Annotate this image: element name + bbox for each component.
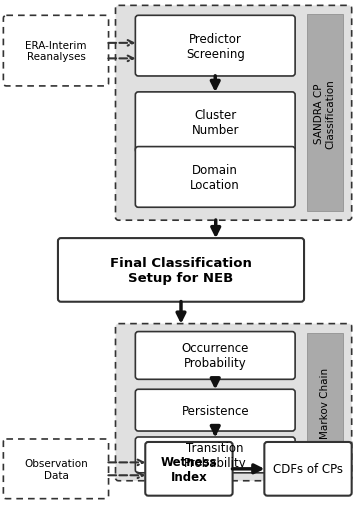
FancyBboxPatch shape: [135, 93, 295, 153]
Text: Final Classification
Setup for NEB: Final Classification Setup for NEB: [110, 257, 252, 285]
Text: Domain
Location: Domain Location: [190, 163, 240, 191]
FancyBboxPatch shape: [58, 239, 304, 302]
Bar: [307, 15, 343, 212]
FancyBboxPatch shape: [135, 389, 295, 431]
Text: Predictor
Screening: Predictor Screening: [186, 33, 245, 61]
FancyBboxPatch shape: [116, 6, 352, 221]
FancyBboxPatch shape: [116, 324, 352, 481]
FancyBboxPatch shape: [135, 437, 295, 473]
FancyBboxPatch shape: [3, 16, 109, 87]
FancyBboxPatch shape: [135, 16, 295, 77]
Text: Observation
Data: Observation Data: [24, 458, 88, 479]
FancyBboxPatch shape: [135, 147, 295, 208]
FancyBboxPatch shape: [3, 439, 109, 499]
Text: Occurrence
Probability: Occurrence Probability: [182, 342, 249, 370]
Bar: [307, 333, 343, 472]
FancyBboxPatch shape: [135, 332, 295, 380]
Text: Markov Chain: Markov Chain: [320, 367, 330, 438]
FancyBboxPatch shape: [264, 442, 352, 496]
Text: SANDRA CP
Classification: SANDRA CP Classification: [314, 79, 336, 148]
Text: Wetness
Index: Wetness Index: [161, 455, 217, 483]
Text: CDFs of CPs: CDFs of CPs: [273, 462, 343, 475]
Text: Cluster
Number: Cluster Number: [191, 109, 239, 137]
Text: ERA-Interim
Reanalyses: ERA-Interim Reanalyses: [25, 41, 87, 62]
Text: Persistence: Persistence: [182, 404, 249, 417]
FancyBboxPatch shape: [145, 442, 232, 496]
Text: Transition
Probability: Transition Probability: [184, 441, 247, 469]
